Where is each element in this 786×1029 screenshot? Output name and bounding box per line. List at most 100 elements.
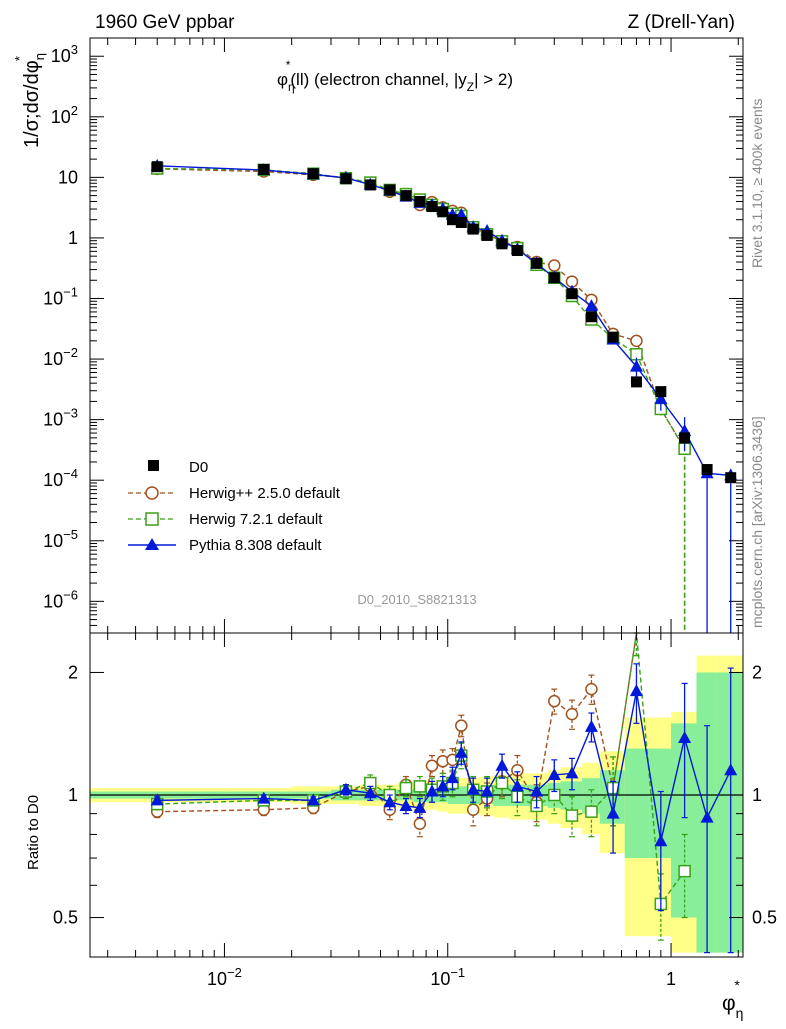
x-tick-label: 10−2 [207,965,242,989]
ratio-band-green [671,723,697,918]
ratio-point-herwig-7-2-1-default [678,864,691,878]
ratio-point-pythia-8-308-default [678,731,692,744]
y-tick-label: 10−6 [43,587,78,611]
main-point-d0 [655,386,667,398]
ratio-ylabel: Ratio to D0 [25,795,42,870]
main-point-d0 [426,201,438,213]
x-axis-label: φη* [722,977,743,1021]
main-point-d0 [531,257,543,269]
main-point-d0 [607,331,619,343]
ratio-point-pythia-8-308-default [413,800,427,813]
x-tick-label: 1 [666,969,676,989]
ratio-point-pythia-8-308-default [425,784,439,797]
ratio-point-pythia-8-308-default [257,791,271,804]
legend-marker-data [148,460,159,471]
ratio-point-pythia-8-308-default [547,767,561,780]
main-point-d0 [566,288,578,300]
main-point-d0 [307,168,319,180]
ratio-y-tick-label-right: 1 [752,785,762,805]
main-point-d0 [585,311,597,323]
ratio-point-pythia-8-308-default [530,784,544,797]
ratio-point-pythia-8-308-default [445,771,459,784]
rivet-side-label: Rivet 3.1.10, ≥ 400k events [749,98,765,268]
ratio-point-pythia-8-308-default [510,779,524,792]
beam-label: 1960 GeV ppbar [95,12,235,33]
y-tick-label: 10 [58,167,78,187]
main-point-d0 [364,179,376,191]
ratio-point-herwig-7-2-1-default [565,809,579,822]
legend-marker-herwig7 [145,512,159,526]
main-point-d0 [511,245,523,257]
legend: D0 Herwig++ 2.5.0 default Herwig 7.2.1 d… [128,459,341,554]
y-tick-label: 10−5 [43,527,78,551]
ratio-point-pythia-8-308-default [399,798,413,811]
y-tick-label: 103 [51,42,78,66]
ratio-point-pythia-8-308-default [480,784,494,797]
ratio-point-herwig-2-5-0-default [548,694,561,708]
ratio-point-herwig-7-2-1-default [495,776,509,790]
y-tick-label: 10−3 [43,406,78,430]
plot-title: φη*(ll) (electron channel, |yZ| > 2) [277,58,513,94]
legend-item-data: D0 [148,459,208,476]
ratio-point-pythia-8-308-default [454,745,468,758]
ratio-point-pythia-8-308-default [700,810,714,823]
main-point-d0 [725,472,737,484]
ratio-point-pythia-8-308-default [565,766,579,779]
ratio-point-pythia-8-308-default [466,782,480,795]
ratio-point-pythia-8-308-default [383,795,397,808]
ratio-point-herwig-2-5-0-default [413,817,427,830]
legend-label-herwig7: Herwig 7.2.1 default [189,511,323,528]
ratio-point-herwig-2-5-0-default [565,707,579,721]
ratio-point-herwig-7-2-1-default [413,780,427,793]
main-point-pythia-8-308-default [654,391,668,404]
main-point-d0 [496,238,508,250]
main-point-d0 [258,163,270,175]
y-tick-label: 10−2 [43,345,78,369]
main-point-d0 [400,190,412,202]
main-ylabel: 1/σ;dσ/dφη* [12,53,47,148]
x-tick-label: 10−1 [430,965,465,989]
ratio-point-pythia-8-308-default [306,793,320,806]
y-tick-label: 10−1 [43,284,78,308]
ratio-point-herwig-7-2-1-default [585,805,598,818]
ratio-band-green [624,748,650,859]
ratio-point-pythia-8-308-default [495,758,509,771]
main-point-d0 [340,173,352,185]
y-tick-label: 102 [51,103,78,127]
ratio-y-tick-label-right: 0.5 [752,908,777,928]
main-frame [89,37,744,634]
main-point-herwig-2-5-0-default [548,259,561,272]
main-point-d0 [548,272,560,284]
ratio-point-herwig-2-5-0-default [466,803,480,816]
main-point-herwig-2-5-0-default [630,334,643,348]
process-label: Z (Drell-Yan) [628,12,735,33]
ratio-point-herwig-2-5-0-default [425,759,439,772]
ratio-point-pythia-8-308-default [629,684,643,697]
ratio-point-pythia-8-308-default [654,834,668,847]
legend-label-herwigpp: Herwig++ 2.5.0 default [189,485,341,502]
main-point-pythia-8-308-default [629,359,643,372]
y-tick-label: 1 [68,228,78,248]
mcplots-side-label: mcplots.cern.ch [arXiv:1306.3436] [749,416,765,628]
main-point-d0 [630,376,642,388]
legend-marker-herwigpp [145,486,159,500]
main-point-d0 [151,161,163,173]
ratio-point-pythia-8-308-default [363,786,377,799]
ratio-y-tick-label: 1 [68,785,78,805]
main-point-d0 [414,195,426,207]
main-point-d0 [679,432,691,444]
main-point-d0 [701,464,713,476]
main-point-d0 [437,206,449,218]
y-tick-label: 10−4 [43,466,78,490]
ratio-point-herwig-2-5-0-default [585,682,598,696]
legend-item-herwig7: Herwig 7.2.1 default [128,511,323,528]
ratio-line-herwig-2-5-0-default [157,632,638,827]
ratio-point-pythia-8-308-default [724,763,738,776]
legend-marker-pythia [145,538,159,550]
ratio-point-pythia-8-308-default [584,719,598,732]
legend-label-pythia: Pythia 8.308 default [189,537,322,554]
legend-item-herwigpp: Herwig++ 2.5.0 default [128,485,341,502]
ratio-point-pythia-8-308-default [606,806,620,819]
ratio-point-herwig-2-5-0-default [455,719,468,732]
